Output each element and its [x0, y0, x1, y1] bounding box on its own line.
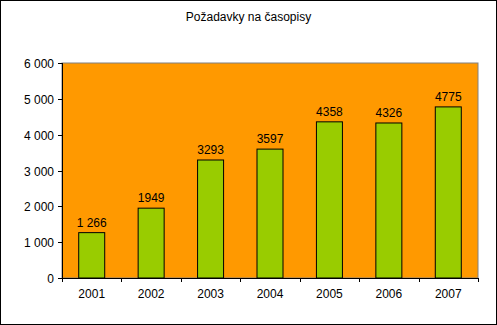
- bar: [138, 208, 164, 278]
- x-tick: [300, 278, 301, 282]
- x-tick-label: 2003: [197, 287, 224, 301]
- bar: [316, 122, 342, 278]
- data-label: 3293: [197, 143, 224, 157]
- y-tick-label: 0: [47, 272, 54, 286]
- y-tick: [58, 242, 62, 243]
- x-tick: [62, 278, 63, 282]
- y-tick: [58, 278, 62, 279]
- y-tick-label: 5 000: [24, 93, 54, 107]
- x-tick: [240, 278, 241, 282]
- x-tick: [121, 278, 122, 282]
- bar: [376, 123, 402, 278]
- chart: Požadavky na časopisy 1 266 1949 3293 3597 43…: [0, 0, 497, 325]
- x-tick: [419, 278, 420, 282]
- data-label: 4775: [435, 90, 462, 104]
- y-tick: [58, 63, 62, 64]
- data-label: 1 266: [77, 216, 107, 230]
- x-tick-label: 2002: [138, 287, 165, 301]
- x-axis: [62, 278, 478, 279]
- data-label: 4358: [316, 105, 343, 119]
- bar: [257, 149, 283, 278]
- chart-border: [1, 1, 497, 325]
- x-tick-label: 2007: [435, 287, 462, 301]
- x-tick: [478, 278, 479, 282]
- y-axis: [62, 63, 63, 278]
- y-tick-label: 1 000: [24, 236, 54, 250]
- bar: [79, 233, 105, 278]
- y-tick-label: 2 000: [24, 200, 54, 214]
- y-tick-label: 3 000: [24, 165, 54, 179]
- y-tick: [58, 206, 62, 207]
- y-tick-label: 4 000: [24, 129, 54, 143]
- bars: [79, 107, 462, 278]
- x-tick-label: 2005: [316, 287, 343, 301]
- data-label: 4326: [376, 106, 403, 120]
- y-tick-label: 6 000: [24, 57, 54, 71]
- x-tick-label: 2004: [257, 287, 284, 301]
- y-tick: [58, 171, 62, 172]
- bar: [435, 107, 461, 278]
- y-tick: [58, 135, 62, 136]
- x-tick-label: 2001: [78, 287, 105, 301]
- y-tick: [58, 99, 62, 100]
- bar: [198, 160, 224, 278]
- data-label: 3597: [257, 132, 284, 146]
- plot-area: [62, 63, 478, 278]
- data-label: 1949: [138, 191, 165, 205]
- x-tick: [181, 278, 182, 282]
- x-tick: [359, 278, 360, 282]
- title: Požadavky na časopisy: [186, 10, 311, 24]
- x-tick-label: 2006: [376, 287, 403, 301]
